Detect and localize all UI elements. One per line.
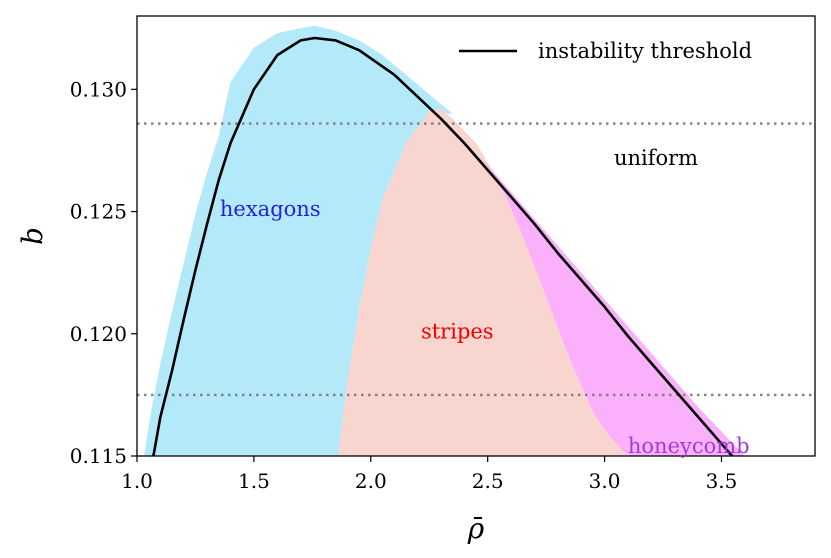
y-tick-label: 0.115 (70, 444, 127, 468)
region-label-uniform: uniform (614, 146, 698, 170)
region-label-hexagons: hexagons (220, 197, 321, 221)
region-honeycomb (483, 160, 804, 456)
region-labels: hexagons stripes honeycomb uniform (220, 146, 750, 458)
reference-lines (137, 122, 815, 397)
region-label-stripes: stripes (421, 319, 494, 343)
x-tick-label: 3.5 (706, 469, 738, 493)
x-tick-label: 1.5 (238, 469, 270, 493)
legend-label-instability-threshold: instability threshold (538, 39, 752, 63)
x-axis-label: ρ̄ (467, 512, 485, 545)
x-tick-label: 2.5 (472, 469, 504, 493)
legend: instability threshold (459, 39, 752, 63)
series-line-instability-threshold (152, 36, 734, 456)
threshold-curves (152, 36, 734, 456)
x-tick-label: 3.0 (589, 469, 621, 493)
region-stripes (338, 108, 631, 456)
y-tick-label: 0.130 (70, 77, 127, 101)
y-tick-label: 0.120 (70, 322, 127, 346)
region-hexagons (144, 25, 453, 456)
x-tick-label: 1.0 (121, 469, 153, 493)
y-tick-label: 0.125 (70, 200, 127, 224)
plot-frame (136, 15, 816, 457)
y-axis-ticks: 0.115 0.120 0.125 0.130 (70, 77, 137, 468)
y-axis-label: b (16, 227, 49, 245)
x-axis-ticks: 1.0 1.5 2.0 2.5 3.0 3.5 (121, 456, 737, 493)
x-tick-label: 2.0 (355, 469, 387, 493)
region-label-honeycomb: honeycomb (628, 434, 750, 458)
phase-regions (144, 25, 804, 456)
